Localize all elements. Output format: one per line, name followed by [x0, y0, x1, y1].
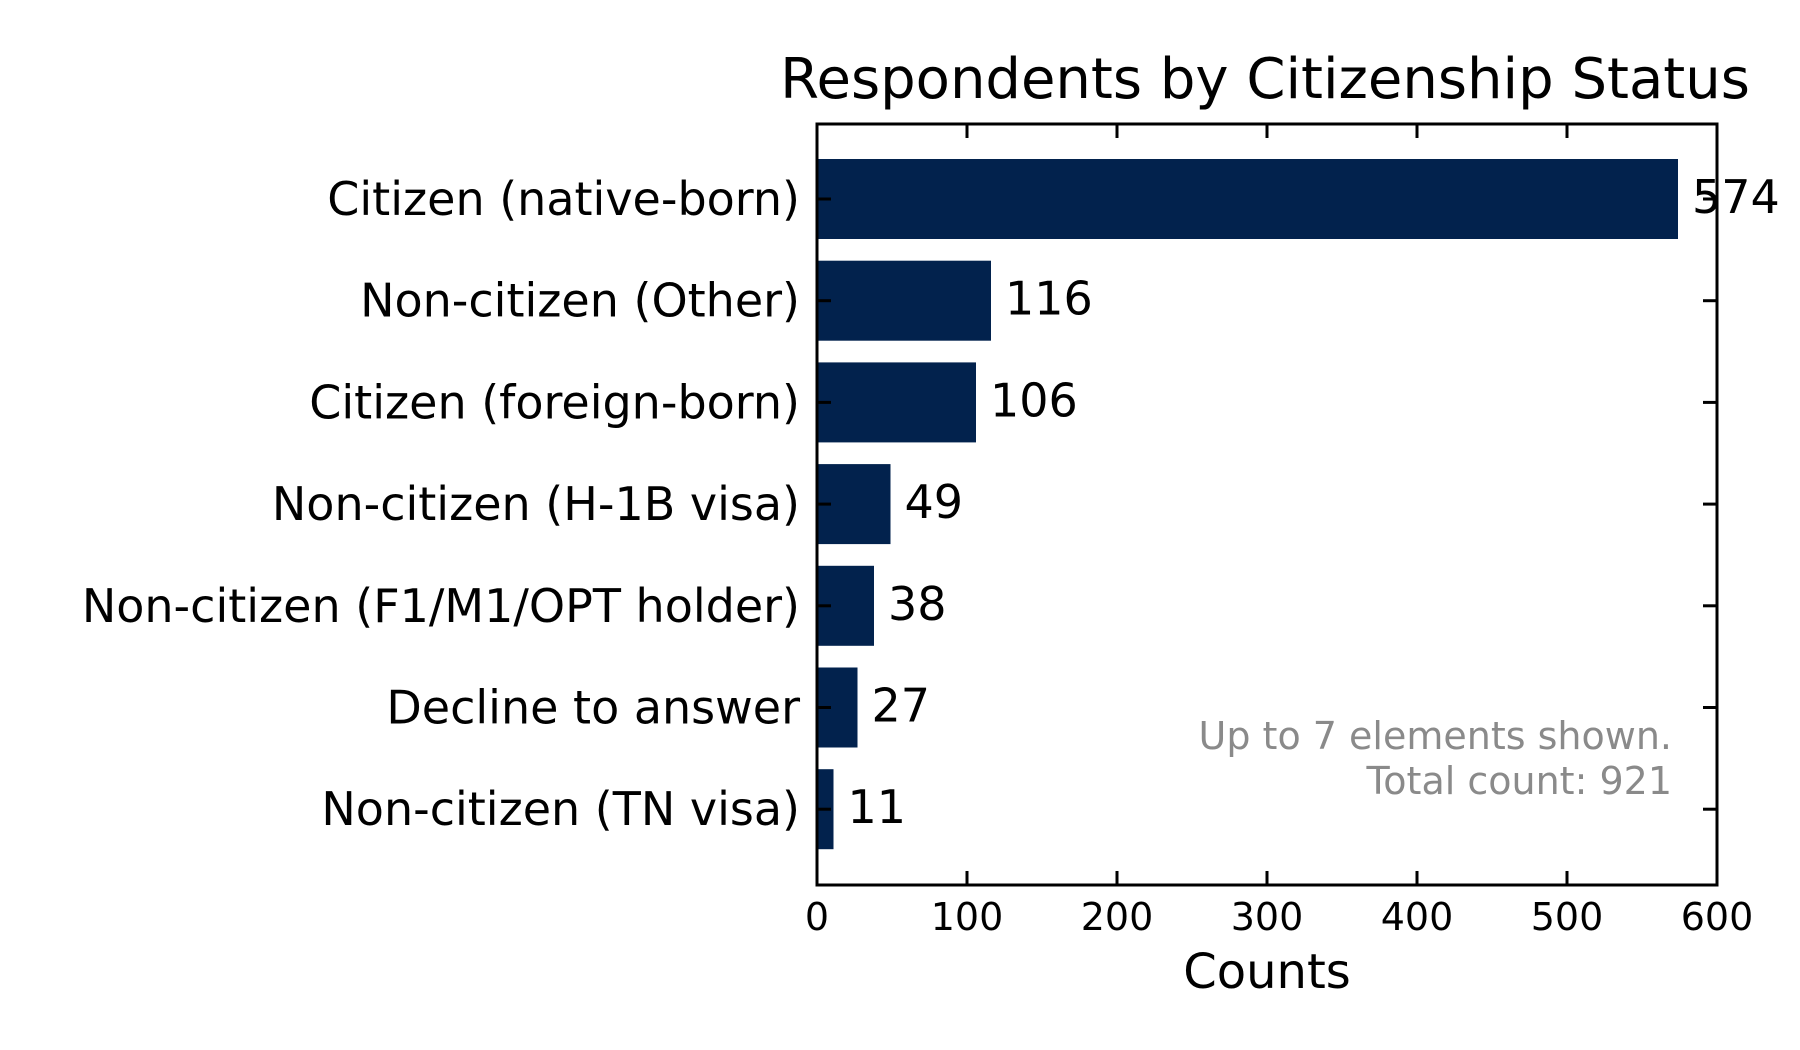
- bar-2: [817, 362, 976, 443]
- x-tick-label-3: 300: [1231, 895, 1304, 939]
- category-label-3: Non-citizen (H-1B visa): [272, 477, 800, 531]
- x-axis-label: Counts: [1183, 944, 1351, 1000]
- category-label-1: Non-citizen (Other): [360, 274, 800, 328]
- category-label-4: Non-citizen (F1/M1/OPT holder): [82, 579, 800, 633]
- value-label-3: 49: [905, 475, 964, 529]
- value-label-1: 116: [1005, 272, 1093, 326]
- x-tick-label-5: 500: [1531, 895, 1604, 939]
- chart-title: Respondents by Citizenship Status: [780, 47, 1750, 112]
- category-label-0: Citizen (native-born): [327, 172, 800, 226]
- plot-frame: [815, 122, 1719, 887]
- value-labels: 574 116 106 49 38 27 11: [848, 170, 1780, 834]
- category-label-2: Citizen (foreign-born): [309, 375, 800, 429]
- x-tick-label-6: 600: [1681, 895, 1754, 939]
- note-line-2: Total count: 921: [1366, 759, 1672, 803]
- value-label-2: 106: [990, 373, 1078, 427]
- value-label-5: 27: [872, 679, 931, 733]
- note-line-1: Up to 7 elements shown.: [1199, 714, 1672, 758]
- x-tick-label-4: 400: [1381, 895, 1454, 939]
- x-tick-label-0: 0: [805, 895, 829, 939]
- value-label-4: 38: [888, 577, 947, 631]
- x-tick-label-1: 100: [931, 895, 1004, 939]
- category-labels: Citizen (native-born) Non-citizen (Other)…: [82, 172, 800, 836]
- x-tick-label-2: 200: [1081, 895, 1154, 939]
- bar-0: [817, 159, 1678, 239]
- axis-ticks: 0 100 200 300 400 500 600: [805, 124, 1753, 939]
- category-label-6: Non-citizen (TN visa): [321, 782, 800, 836]
- value-label-0: 574: [1692, 170, 1780, 224]
- category-label-5: Decline to answer: [386, 681, 800, 735]
- value-label-6: 11: [848, 780, 907, 834]
- bar-1: [817, 260, 991, 341]
